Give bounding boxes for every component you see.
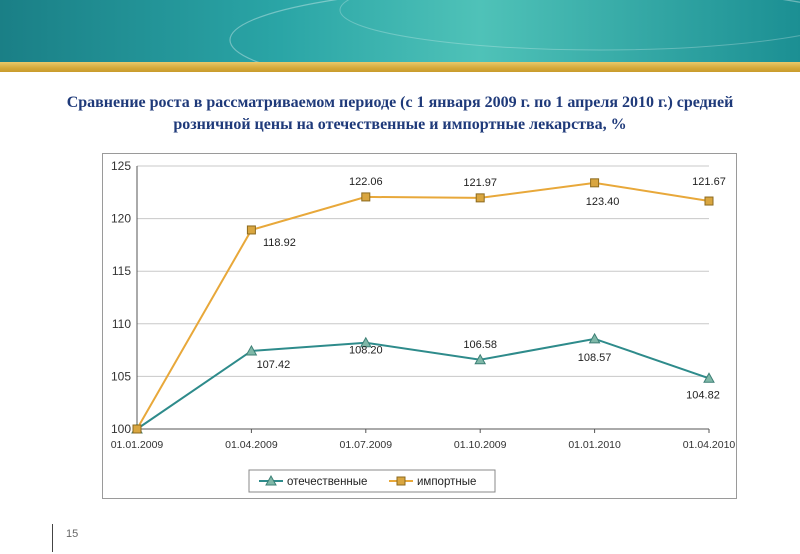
y-tick-label: 100 [111, 422, 131, 436]
x-tick-label: 01.01.2009 [111, 439, 164, 451]
data-label: 123.40 [586, 196, 620, 208]
data-point-imported [475, 193, 485, 203]
legend-label-domestic: отечественные [287, 476, 367, 488]
data-point-domestic [703, 372, 715, 383]
x-tick-label: 01.04.2010 [683, 439, 736, 451]
data-label: 104.82 [686, 389, 720, 401]
header-banner [0, 0, 800, 62]
x-tick-label: 01.07.2009 [340, 439, 393, 451]
data-label: 122.06 [349, 176, 383, 188]
data-point-domestic [474, 353, 487, 365]
title-line-1: Сравнение роста в рассматриваемом период… [66, 94, 734, 111]
legend-marker-imported [396, 476, 406, 486]
y-tick-label: 110 [112, 317, 131, 331]
y-tick-label: 105 [111, 369, 131, 383]
series-line-imported [136, 181, 710, 430]
data-point-imported [132, 424, 142, 434]
page-title: Сравнение роста в рассматриваемом период… [0, 92, 800, 136]
data-point-imported [704, 196, 714, 206]
data-point-domestic [245, 344, 258, 356]
data-label: 121.97 [463, 177, 497, 189]
page-divider [52, 524, 53, 552]
x-tick-label: 01.04.2009 [225, 439, 278, 451]
header-gold-bar [0, 62, 800, 72]
data-label: 108.20 [349, 345, 383, 357]
y-tick-label: 115 [112, 264, 131, 278]
banner-decoration [229, 0, 800, 62]
x-tick-label: 01.10.2009 [454, 439, 507, 451]
data-point-domestic [588, 332, 601, 344]
data-label: 118.92 [263, 237, 296, 249]
data-label: 107.42 [257, 359, 291, 371]
series-line-domestic [136, 337, 710, 430]
chart-frame: 100 105 110 115 120 125 01.01.2009 01.04.2009 01… [102, 153, 737, 499]
y-tick-label: 120 [111, 212, 131, 226]
data-point-imported [361, 192, 371, 202]
data-point-imported [590, 178, 600, 188]
title-line-2: розничной цены на отечественные и импорт… [173, 116, 627, 133]
legend-box [248, 469, 496, 493]
data-point-domestic [359, 336, 372, 348]
line-chart: 100 105 110 115 120 125 01.01.2009 01.04.2009 01… [111, 159, 736, 493]
legend-label-imported: импортные [417, 476, 476, 488]
y-tick-label: 125 [111, 159, 131, 173]
page-number: 15 [66, 528, 79, 540]
data-label: 108.57 [578, 352, 612, 364]
data-point-imported [246, 225, 256, 235]
legend-marker-domestic [265, 474, 277, 486]
data-label: 121.67 [692, 176, 726, 188]
x-tick-label: 01.01.2010 [568, 439, 621, 451]
data-label: 106.58 [463, 339, 497, 351]
